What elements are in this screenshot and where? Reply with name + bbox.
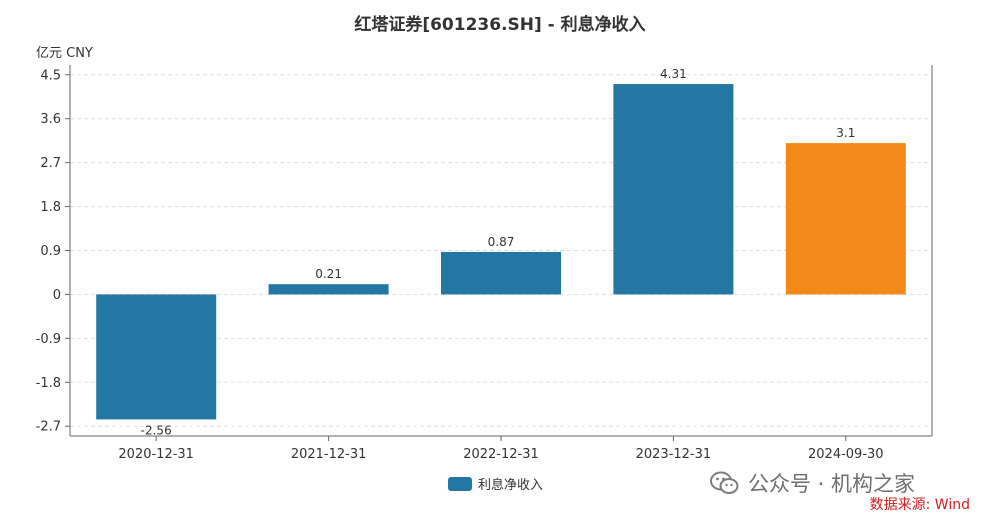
y-tick-label: 0 <box>53 288 61 303</box>
bar <box>441 251 561 295</box>
bar-value-label: 3.1 <box>836 126 855 140</box>
bar-value-label: -2.56 <box>141 423 172 437</box>
y-tick-label: 4.5 <box>40 68 61 83</box>
y-tick-label: -0.9 <box>36 332 61 347</box>
chart-title: 红塔证券[601236.SH] - 利息净收入 <box>354 15 646 35</box>
bar-value-label: 0.87 <box>488 235 515 249</box>
y-tick-label: -2.7 <box>36 420 61 435</box>
x-tick-label: 2023-12-31 <box>636 447 712 462</box>
y-axis-unit: 亿元 CNY <box>36 46 93 61</box>
bar-value-label: 4.31 <box>660 67 687 81</box>
x-tick-label: 2022-12-31 <box>463 447 539 462</box>
y-tick-label: -1.8 <box>36 376 61 391</box>
y-tick-label: 1.8 <box>40 200 61 215</box>
wechat-icon <box>710 470 740 496</box>
y-tick-label: 3.6 <box>40 112 61 127</box>
y-tick-label: 0.9 <box>40 244 61 259</box>
x-tick-label: 2020-12-31 <box>118 447 194 462</box>
bar <box>268 284 389 295</box>
x-tick-label: 2024-09-30 <box>808 447 884 462</box>
bar-value-label: 0.21 <box>315 267 342 281</box>
y-tick-label: 2.7 <box>40 156 61 171</box>
bar <box>785 143 906 295</box>
legend[interactable]: 利息净收入 <box>448 474 543 493</box>
watermark: 公众号 · 机构之家 <box>710 468 915 498</box>
x-tick-label: 2021-12-31 <box>291 447 367 462</box>
bar <box>613 84 734 295</box>
legend-label: 利息净收入 <box>478 478 544 493</box>
legend-swatch <box>448 476 472 491</box>
watermark-text: 公众号 · 机构之家 <box>748 472 916 496</box>
bar <box>96 294 217 420</box>
data-source: 数据来源: Wind <box>869 497 970 513</box>
